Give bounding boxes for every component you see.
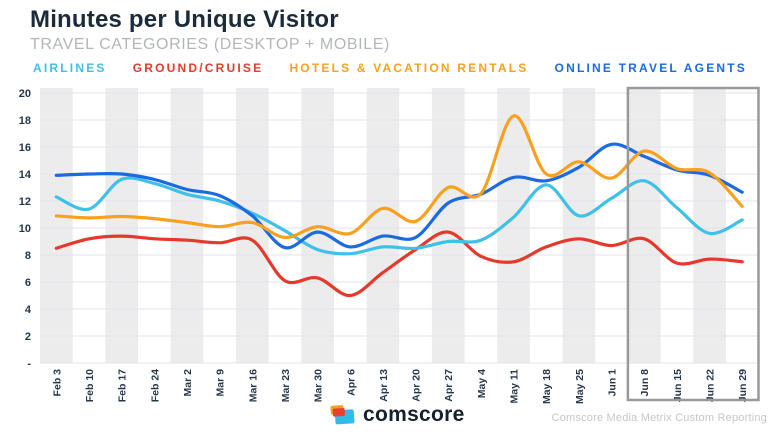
column-band	[40, 88, 73, 363]
x-axis-label: Jun 29	[737, 369, 749, 402]
x-axis-label: Mar 9	[215, 369, 227, 397]
page-subtitle: TRAVEL CATEGORIES (DESKTOP + MOBILE)	[30, 36, 390, 53]
x-axis-label: Jun 8	[639, 369, 651, 397]
y-axis-label: 6	[25, 277, 31, 289]
comscore-logo: comscore	[330, 403, 465, 427]
x-axis-label: Mar 30	[313, 369, 325, 402]
y-axis-label: 10	[19, 223, 31, 235]
y-axis-label: 2	[25, 331, 31, 343]
logo-red-square	[332, 407, 346, 417]
x-axis-label: May 11	[509, 369, 521, 404]
chart-legend: AIRLINES GROUND/CRUISE HOTELS & VACATION…	[33, 61, 747, 75]
x-axis-label: Jun 15	[672, 369, 684, 402]
x-axis-label: Apr 6	[345, 369, 357, 396]
x-axis-label: Feb 24	[149, 369, 161, 402]
legend-item-online-travel-agents: ONLINE TRAVEL AGENTS	[554, 61, 747, 75]
x-axis-label: Feb 17	[117, 369, 129, 402]
column-band	[693, 88, 726, 363]
y-axis-label: 8	[25, 250, 31, 262]
y-axis-label: -	[27, 358, 31, 370]
legend-item-hotels-vacation-rentals: HOTELS & VACATION RENTALS	[289, 61, 529, 75]
legend-item-airlines: AIRLINES	[33, 61, 107, 75]
x-axis-label: Feb 10	[84, 369, 96, 402]
column-band	[627, 88, 661, 363]
column-band	[236, 88, 269, 363]
x-axis-label: Jun 22	[705, 369, 717, 402]
x-axis-label: Jun 1	[607, 369, 619, 397]
column-band	[431, 88, 465, 363]
y-axis-label: 12	[19, 196, 31, 208]
x-axis-label: Apr 27	[443, 369, 455, 402]
page-title: Minutes per Unique Visitor	[30, 6, 339, 33]
y-axis-label: 14	[19, 169, 32, 181]
line-chart: 20 18 16 14 12 10 8 6 4 2 - Feb 3 Feb 10 Feb 17 Feb 24…	[19, 86, 760, 404]
x-axis-label: Apr 20	[411, 369, 423, 402]
x-axis-label: May 4	[476, 369, 488, 398]
y-axis-label: 18	[19, 115, 31, 127]
legend-item-ground-cruise: GROUND/CRUISE	[132, 61, 264, 75]
x-axis-label: May 25	[574, 369, 586, 404]
x-axis-label: Mar 23	[280, 369, 292, 402]
x-axis-label: Apr 13	[378, 369, 390, 402]
x-axis-label: May 18	[541, 369, 553, 404]
x-axis-label: Mar 2	[182, 369, 194, 397]
y-axis-label: 4	[25, 304, 32, 316]
y-axis-label: 16	[19, 142, 31, 154]
x-axis-label: Feb 3	[51, 369, 63, 397]
x-axis-label: Mar 16	[247, 369, 259, 402]
y-axis-label: 20	[19, 88, 31, 100]
comscore-wordmark: comscore	[363, 403, 465, 426]
column-band	[562, 88, 596, 363]
source-attribution: Comscore Media Metrix Custom Reporting	[551, 412, 767, 424]
highlight-box	[626, 86, 760, 402]
column-band	[105, 88, 138, 363]
series-line-hotels-vacation-rentals	[54, 114, 744, 239]
comscore-logo-icon	[330, 404, 355, 426]
column-band	[366, 88, 400, 363]
